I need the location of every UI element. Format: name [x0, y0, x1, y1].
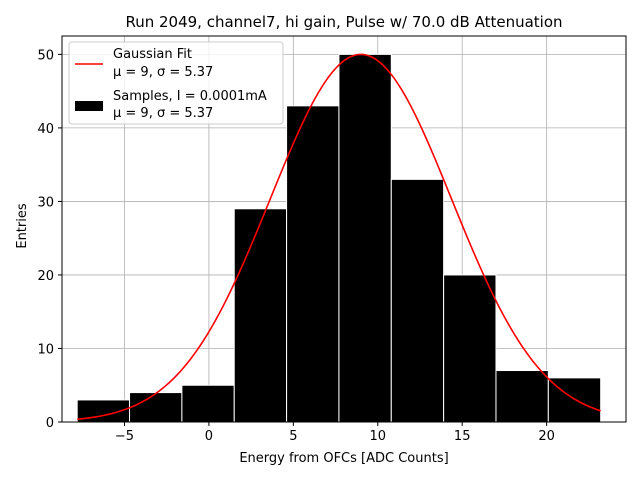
histogram-bar	[286, 105, 340, 423]
y-tick-label: 30	[37, 195, 54, 210]
histogram-bar	[129, 392, 183, 423]
y-tick-label: 20	[37, 269, 54, 284]
x-tick-label: 10	[369, 429, 386, 444]
gaussian-fit-curve	[77, 53, 601, 421]
histogram-bar	[443, 274, 497, 423]
legend-fit-label: Gaussian Fit	[113, 47, 192, 62]
x-tick-label: 20	[538, 429, 555, 444]
y-tick-label: 40	[37, 122, 54, 137]
legend-samples-label: Samples, I = 0.0001mA	[113, 89, 267, 104]
y-tick-label: 0	[46, 416, 54, 431]
fit-curve-group	[77, 53, 601, 421]
legend-box	[68, 41, 284, 125]
y-axis-label: Entries	[15, 203, 30, 249]
histogram-bar	[233, 208, 288, 423]
histogram-bar	[390, 178, 445, 423]
chart-title: Run 2049, channel7, hi gain, Pulse w/ 70…	[125, 13, 562, 31]
histogram-bar	[495, 370, 549, 423]
legend: Gaussian Fit μ = 9, σ = 5.37 Samples, I …	[68, 41, 284, 125]
legend-fit-params: μ = 9, σ = 5.37	[113, 65, 213, 80]
x-axis-ticks: −5 0 5 10 15 20	[115, 422, 555, 444]
histogram-bars	[76, 53, 602, 423]
x-tick-label: 15	[454, 429, 471, 444]
x-tick-label: 0	[205, 429, 213, 444]
legend-samples-params: μ = 9, σ = 5.37	[113, 106, 213, 121]
histogram-bar	[181, 384, 235, 423]
legend-samples-swatch	[75, 101, 103, 111]
y-tick-label: 10	[37, 342, 54, 357]
x-axis-label: Energy from OFCs [ADC Counts]	[239, 451, 448, 466]
x-tick-label: 5	[289, 429, 297, 444]
y-axis-ticks: 0 10 20 30 40 50	[37, 48, 62, 431]
x-tick-label: −5	[115, 429, 134, 444]
y-tick-label: 50	[37, 48, 54, 63]
axes-frame	[61, 35, 627, 423]
histogram-bar	[338, 53, 392, 423]
